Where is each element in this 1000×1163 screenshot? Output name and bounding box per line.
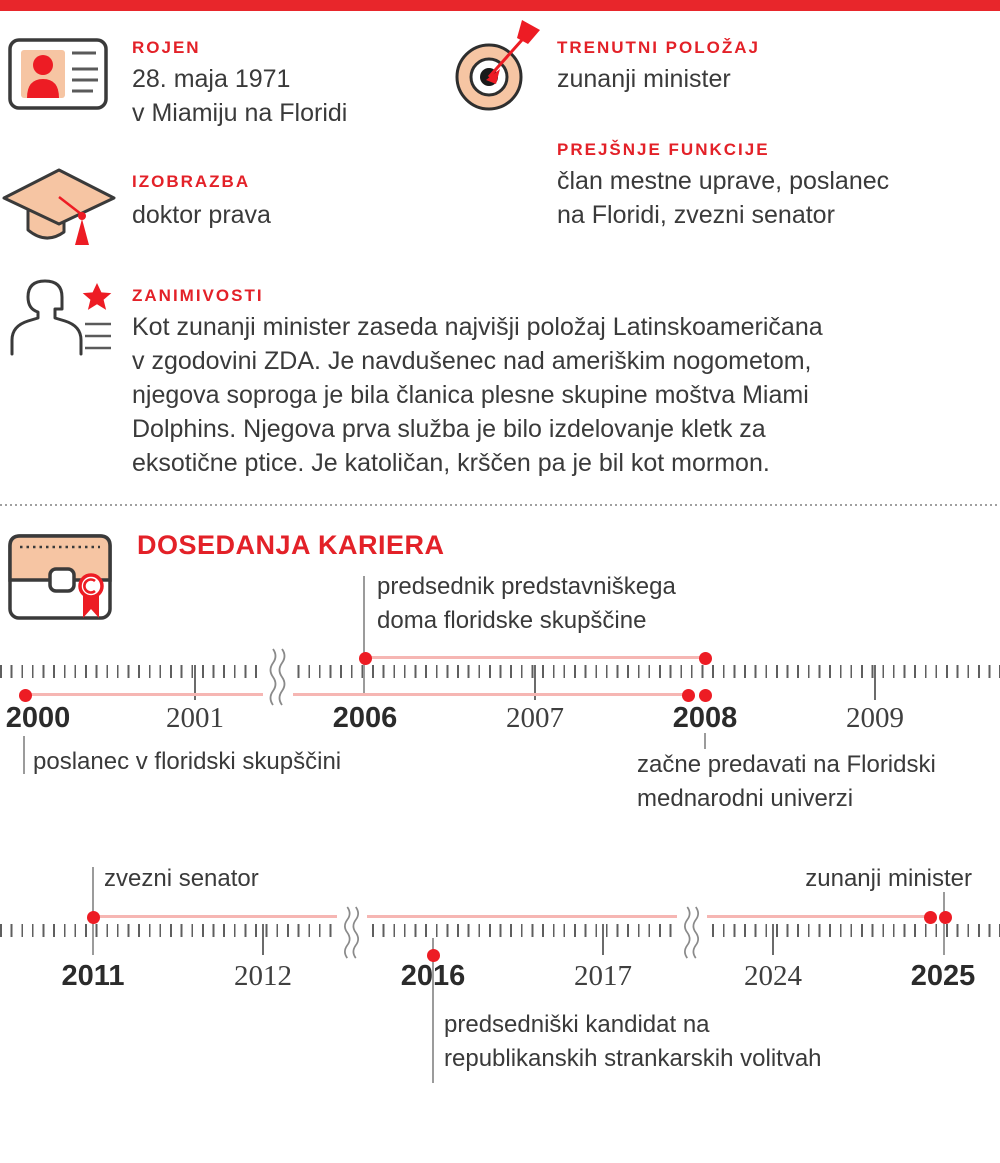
t2-dot-2016 bbox=[427, 949, 440, 962]
t2-year-2016: 2016 bbox=[400, 960, 466, 992]
t2-year-2012: 2012 bbox=[234, 960, 292, 992]
zanimivosti-paragraph: Kot zunanji minister zaseda najvišji pol… bbox=[132, 313, 823, 477]
t1-ruler-ticks bbox=[0, 665, 1000, 678]
t2-dot-2025 bbox=[939, 911, 952, 924]
t2-axis-break-2 bbox=[677, 906, 707, 959]
t2-dot-pre2025 bbox=[924, 911, 937, 924]
t2-ruler-ticks bbox=[0, 924, 1000, 937]
t2-event2-label: predsedniški kandidat na republikanskih … bbox=[444, 1011, 822, 1072]
t2-axis-break-1 bbox=[337, 906, 367, 959]
t1-year-2008: 2008 bbox=[672, 702, 738, 734]
t2-year-2017: 2017 bbox=[574, 960, 632, 992]
t1-event2-label: poslanec v floridski skupščini bbox=[33, 748, 342, 775]
t1-dot-pre2008-end bbox=[682, 689, 695, 702]
t1-dot-2006-start bbox=[359, 652, 372, 665]
t1-event3-label: začne predavati na Floridski mednarodni … bbox=[637, 751, 936, 812]
t1-dot-2008 bbox=[699, 689, 712, 702]
izobrazba-value: doktor prava bbox=[132, 201, 271, 229]
trenutni-polozaj-heading: TRENUTNI POLOŽAJ bbox=[557, 38, 760, 57]
t1-event2-connector bbox=[23, 736, 25, 774]
trenutni-polozaj-value: zunanji minister bbox=[557, 65, 731, 93]
kariera-heading: DOSEDANJA KARIERA bbox=[137, 530, 445, 560]
t2-year-2025: 2025 bbox=[910, 960, 976, 992]
t2-event2-connector bbox=[432, 938, 434, 1083]
t1-tick-2001 bbox=[194, 665, 196, 700]
t1-tick-2007 bbox=[534, 665, 536, 700]
id-card-icon bbox=[8, 38, 108, 110]
t1-year-2009: 2009 bbox=[846, 702, 904, 734]
t1-dot-2000-start bbox=[19, 689, 32, 702]
t1-tick-2009 bbox=[874, 665, 876, 700]
t1-axis-break bbox=[263, 648, 293, 706]
t1-span-2006-2008 bbox=[365, 656, 705, 659]
t2-tick-2024 bbox=[772, 924, 774, 955]
t2-year-2024: 2024 bbox=[744, 960, 802, 992]
target-dart-icon bbox=[455, 20, 540, 111]
t2-dot-2011-start bbox=[87, 911, 100, 924]
graduation-cap-icon bbox=[2, 168, 116, 245]
prejsnje-funkcije-value: član mestne uprave, poslanec na Floridi,… bbox=[557, 167, 890, 229]
rojen-heading: ROJEN bbox=[132, 38, 201, 57]
t1-span-2000-2008 bbox=[25, 693, 688, 696]
briefcase-icon bbox=[8, 534, 112, 620]
t2-tick-2012 bbox=[262, 924, 264, 955]
t1-year-2007: 2007 bbox=[506, 702, 564, 734]
t1-year-2000: 2000 bbox=[5, 702, 71, 734]
rojen-value: 28. maja 1971 v Miamiju na Floridi bbox=[132, 65, 348, 127]
t2-event3-label: zunanji minister bbox=[805, 865, 972, 892]
t1-year-2006: 2006 bbox=[332, 702, 398, 734]
t1-event1-label: predsednik predstavniškega doma floridsk… bbox=[377, 573, 676, 634]
t1-event1-connector bbox=[363, 576, 365, 694]
dotted-divider bbox=[0, 504, 1000, 506]
t2-year-2011: 2011 bbox=[61, 960, 125, 992]
t2-tick-2017 bbox=[602, 924, 604, 955]
t1-year-2001: 2001 bbox=[166, 702, 224, 734]
zanimivosti-heading: ZANIMIVOSTI bbox=[132, 286, 264, 305]
top-accent-bar bbox=[0, 0, 1000, 11]
t2-event1-label: zvezni senator bbox=[104, 865, 259, 892]
t1-dot-2008-end bbox=[699, 652, 712, 665]
t2-span-2011-2025 bbox=[93, 915, 930, 918]
izobrazba-heading: IZOBRAZBA bbox=[132, 172, 251, 191]
prejsnje-funkcije-heading: PREJŠNJE FUNKCIJE bbox=[557, 140, 770, 159]
person-star-icon bbox=[10, 279, 112, 356]
t1-event3-connector bbox=[704, 733, 706, 749]
